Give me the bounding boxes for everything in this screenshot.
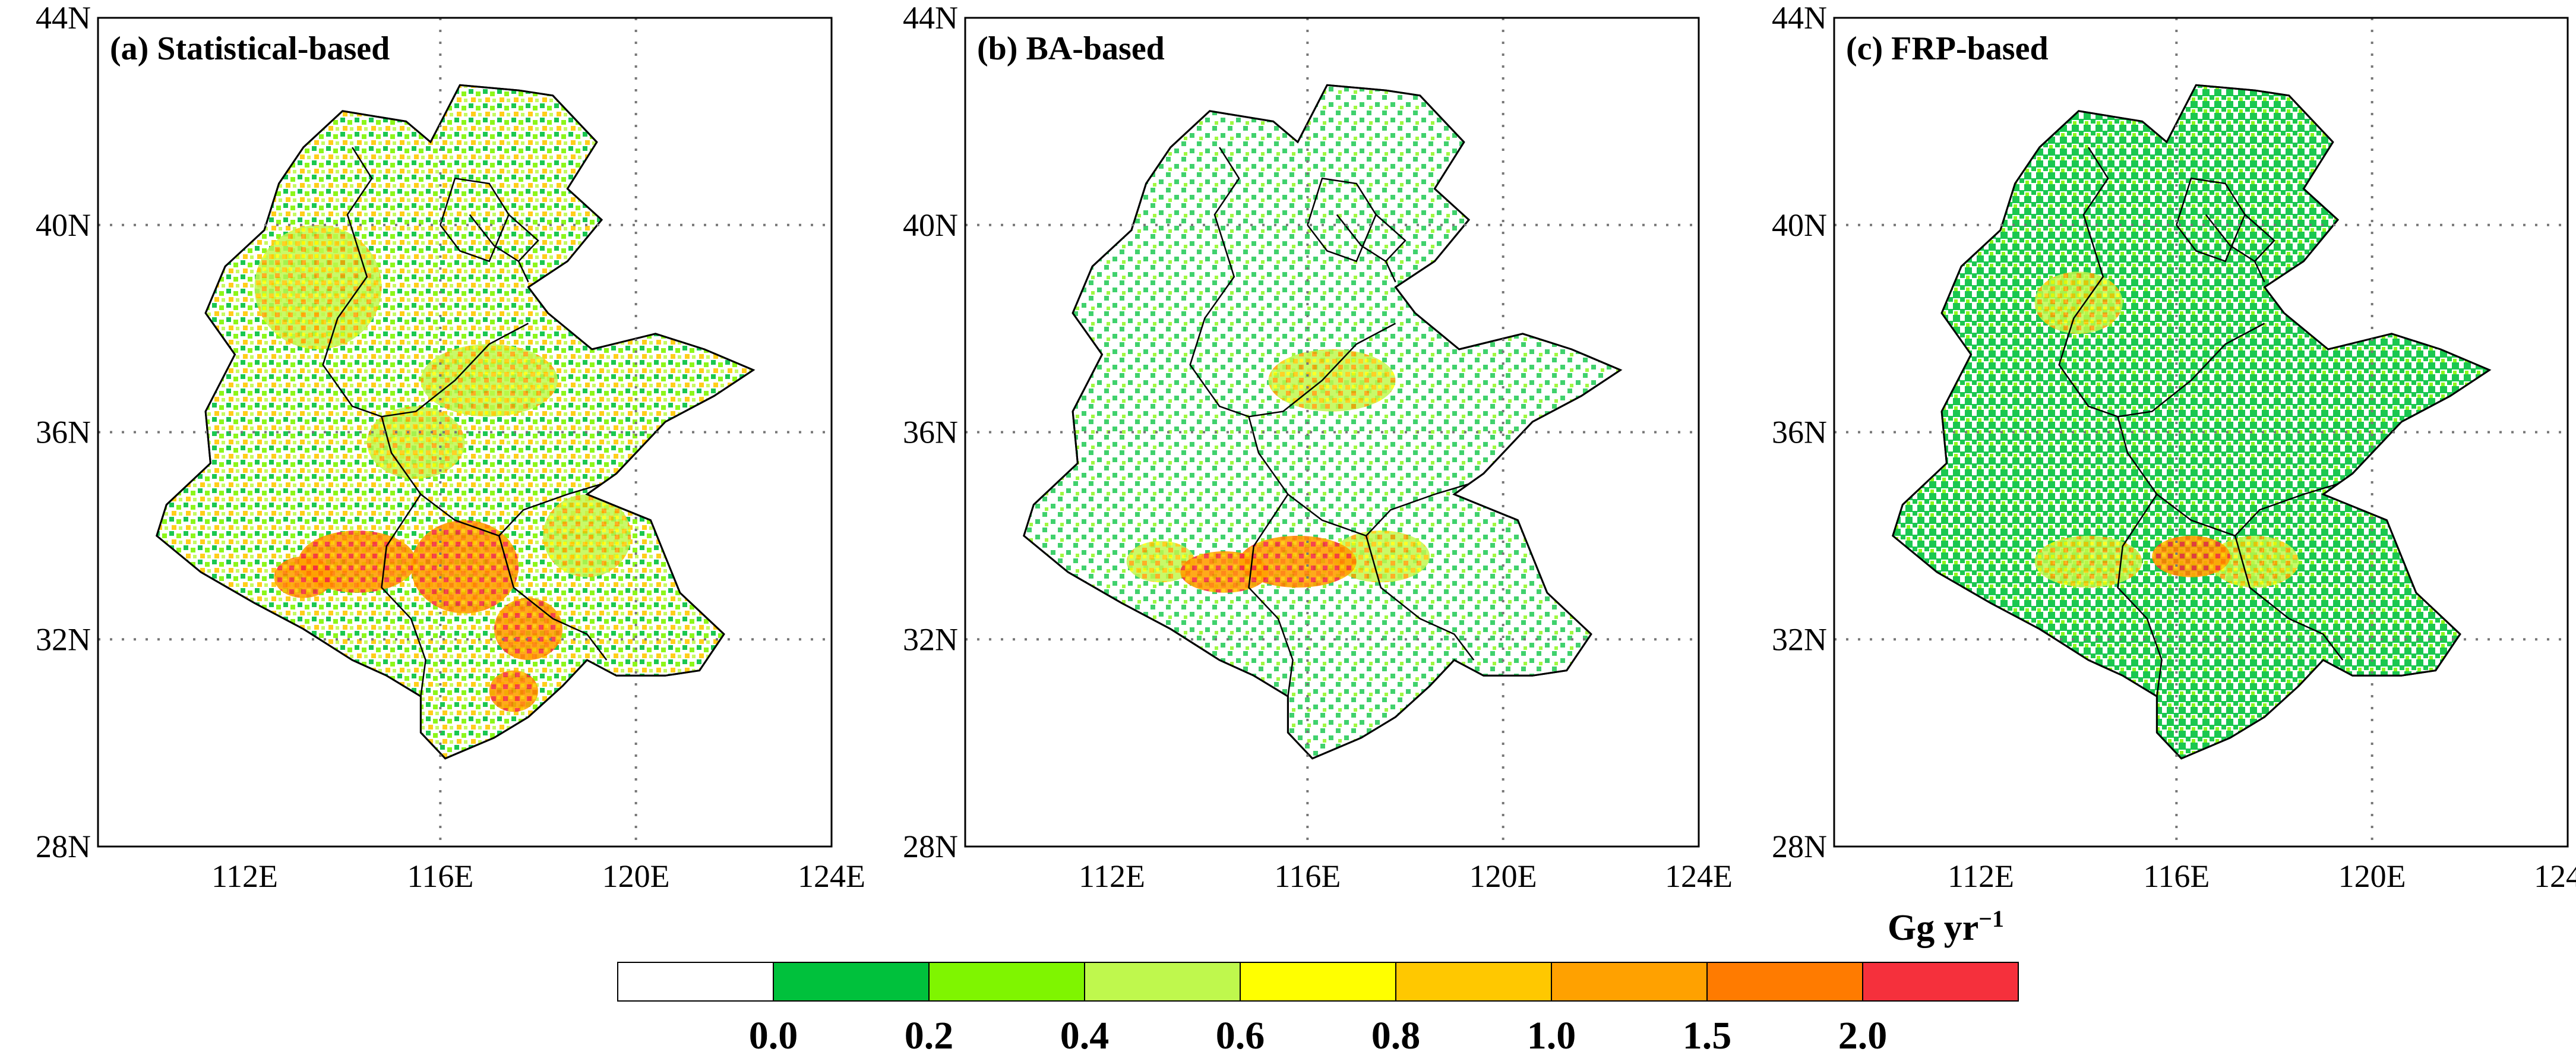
panel-title: (c) FRP-based	[1846, 30, 2049, 67]
colorbar-label: 0.0	[749, 1014, 798, 1057]
x-tick-label: 112E	[1079, 858, 1145, 894]
emission-hotspot-high	[1239, 535, 1357, 588]
colorbar-swatch	[1551, 962, 1708, 1002]
colorbar-label: 2.0	[1838, 1014, 1888, 1057]
y-tick-label: 40N	[1772, 207, 1827, 243]
province-boundary	[2156, 483, 2338, 537]
x-tick-label: 120E	[602, 858, 670, 894]
colorbar-swatch	[1084, 962, 1241, 1002]
y-tick-label: 32N	[1772, 621, 1827, 657]
emission-hotspot-moderate	[2034, 271, 2123, 334]
y-tick-label: 32N	[36, 621, 91, 657]
province-boundary	[1189, 147, 1289, 495]
x-tick-label: 112E	[1948, 858, 2014, 894]
x-tick-label: 116E	[2143, 858, 2210, 894]
emission-hotspot-moderate	[2034, 535, 2142, 588]
province-boundary	[2234, 535, 2344, 661]
y-tick-label: 28N	[1772, 829, 1827, 864]
y-tick-label: 36N	[903, 415, 958, 450]
colorbar-units-exponent: −1	[1978, 905, 2004, 932]
province-boundary	[1287, 483, 1469, 537]
colorbar-label: 0.2	[905, 1014, 954, 1057]
emission-hotspot-moderate	[1332, 530, 1430, 583]
emission-hotspot-high	[494, 598, 563, 661]
province-boundary	[1375, 214, 1406, 262]
province-boundary	[2058, 147, 2158, 495]
emission-hotspot-moderate	[254, 225, 382, 349]
panel-frame	[1833, 17, 2569, 848]
y-tick-label: 28N	[903, 829, 958, 864]
colorbar-swatch	[773, 962, 930, 1002]
colorbar-swatch	[1395, 962, 1552, 1002]
emission-hotspot-moderate	[421, 344, 558, 417]
colorbar-label: 0.6	[1216, 1014, 1265, 1057]
x-tick-label: 124E	[2534, 858, 2576, 894]
colorbar-swatch	[1240, 962, 1396, 1002]
colorbar: Gg yr−1 0.0 0.2 0.4 0.6 0.8 1.0 1.5 2.0	[617, 905, 2019, 1057]
panel-title: (a) Statistical-based	[110, 30, 390, 67]
province-boundary	[1365, 535, 1475, 661]
x-tick-label: 120E	[1469, 858, 1537, 894]
emission-hotspot-moderate	[543, 494, 631, 577]
y-tick-label: 40N	[903, 207, 958, 243]
province-boundary	[1249, 323, 1396, 418]
y-tick-label: 44N	[36, 0, 91, 36]
y-tick-label: 36N	[36, 415, 91, 450]
x-tick-label: 116E	[1274, 858, 1341, 894]
x-tick-label: 124E	[798, 858, 865, 894]
emission-hotspot-high	[1180, 551, 1269, 593]
province-boundary	[381, 494, 426, 697]
panel-frame	[964, 17, 1700, 848]
colorbar-label: 0.8	[1371, 1014, 1421, 1057]
colorbar-swatch	[1862, 962, 2019, 1002]
emission-hotspot-high	[2152, 535, 2230, 577]
colorbar-swatch	[617, 962, 774, 1002]
x-tick-label: 120E	[2338, 858, 2406, 894]
province-boundary	[2117, 494, 2163, 697]
emission-hotspot-moderate	[2210, 535, 2299, 588]
panel-b: (b) BA-based 112E 116E 120E 124E 44N 40N 36N 32N…	[903, 0, 1733, 894]
province-boundary	[498, 535, 608, 661]
colorbar-label: 1.0	[1527, 1014, 1576, 1057]
province-boundary	[1248, 494, 1294, 697]
x-tick-label: 116E	[407, 858, 473, 894]
x-tick-label: 112E	[211, 858, 278, 894]
colorbar-label: 1.5	[1683, 1014, 1732, 1057]
colorbar-swatch	[1706, 962, 1863, 1002]
emission-hotspot-moderate	[366, 406, 465, 479]
province-boundary	[2117, 323, 2265, 418]
x-tick-label: 124E	[1665, 858, 1733, 894]
province-boundary	[2205, 214, 2265, 283]
panel-title: (b) BA-based	[977, 30, 1165, 67]
panel-frame	[97, 17, 833, 848]
province-boundary	[381, 323, 529, 418]
colorbar-swatch	[928, 962, 1085, 1002]
y-tick-label: 28N	[36, 829, 91, 864]
colorbar-label: 0.4	[1060, 1014, 1110, 1057]
y-tick-label: 44N	[1772, 0, 1827, 36]
emission-hotspot-moderate	[1126, 541, 1195, 583]
panel-c: (c) FRP-based 112E 116E 120E 124E 44N 40N 36N 32…	[1772, 0, 2576, 894]
province-boundary	[508, 214, 539, 262]
province-boundary	[420, 483, 602, 537]
emission-hotspot-high	[489, 670, 538, 712]
emission-hotspot-high	[410, 520, 519, 614]
province-boundary	[1336, 214, 1396, 283]
y-tick-label: 36N	[1772, 415, 1827, 450]
province-boundary	[322, 147, 422, 495]
colorbar-units: Gg yr−1	[1888, 905, 2004, 948]
emission-hotspot-moderate	[1268, 349, 1396, 412]
province-boundary	[2244, 214, 2275, 262]
panel-a: (a) Statistical-based 112E 116E 120E 124E 44N…	[36, 0, 865, 894]
y-tick-label: 40N	[36, 207, 91, 243]
y-tick-label: 44N	[903, 0, 958, 36]
province-boundary	[469, 214, 529, 283]
y-tick-label: 32N	[903, 621, 958, 657]
emission-hotspot-high	[274, 556, 333, 598]
